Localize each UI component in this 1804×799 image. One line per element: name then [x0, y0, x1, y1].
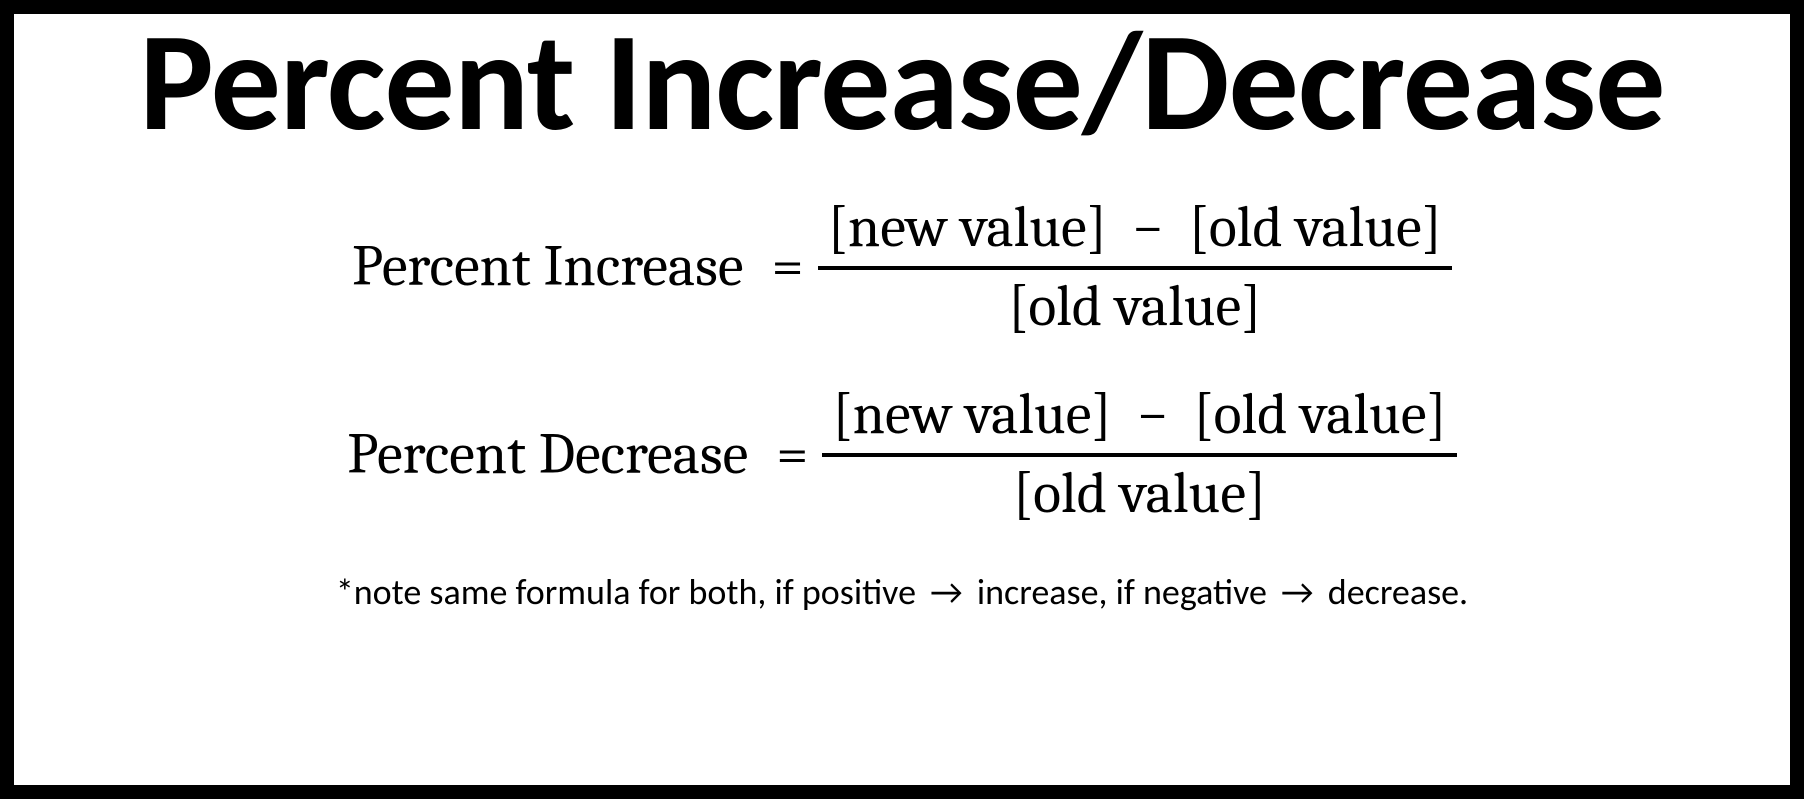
increase-label: Percent Increase — [352, 234, 757, 301]
percent-increase-formula: Percent Increase = [new value] − [old va… — [34, 195, 1770, 340]
footnote-mid: increase, if negative — [977, 570, 1267, 614]
minus-sign: − — [1124, 381, 1180, 448]
equals-sign: = — [757, 234, 817, 301]
arrow-icon: → — [924, 570, 969, 614]
equals-sign: = — [762, 422, 822, 489]
card-title: Percent Increase/Decrease — [34, 8, 1770, 155]
formulas-block: Percent Increase = [new value] − [old va… — [34, 195, 1770, 528]
increase-numerator: [new value] − [old value] — [818, 195, 1452, 270]
footnote: *note same formula for both, if positive… — [34, 570, 1770, 614]
decrease-denominator: [old value] — [1003, 457, 1276, 528]
formula-card: Percent Increase/Decrease Percent Increa… — [0, 0, 1804, 799]
arrow-icon: → — [1275, 570, 1320, 614]
percent-decrease-formula: Percent Decrease = [new value] − [old va… — [34, 382, 1770, 527]
numerator-old-value: [old value] — [1189, 194, 1442, 261]
increase-fraction: [new value] − [old value] [old value] — [818, 195, 1452, 340]
numerator-new-value: [new value] — [832, 381, 1111, 448]
minus-sign: − — [1120, 194, 1176, 261]
numerator-new-value: [new value] — [828, 194, 1107, 261]
decrease-label: Percent Decrease — [347, 422, 762, 489]
increase-denominator: [old value] — [998, 270, 1271, 341]
numerator-old-value: [old value] — [1193, 381, 1446, 448]
decrease-numerator: [new value] − [old value] — [822, 382, 1456, 457]
decrease-fraction: [new value] − [old value] [old value] — [822, 382, 1456, 527]
footnote-prefix: *note same formula for both, if positive — [336, 570, 916, 614]
footnote-suffix: decrease. — [1328, 570, 1468, 614]
